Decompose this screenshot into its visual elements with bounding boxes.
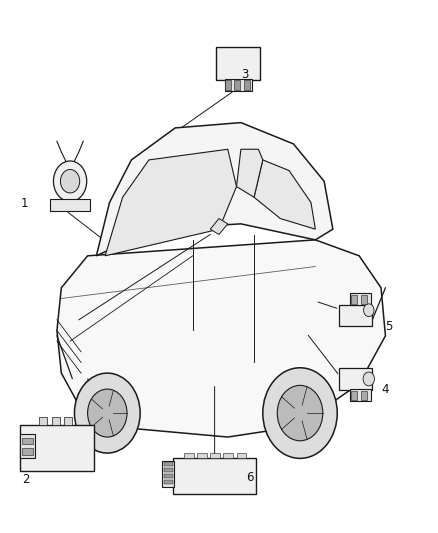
Bar	[162, 461, 174, 487]
Bar	[184, 453, 194, 458]
Bar	[350, 389, 371, 401]
Bar	[164, 474, 173, 478]
Bar	[164, 462, 173, 466]
Bar	[20, 434, 35, 458]
Bar	[50, 199, 90, 211]
Bar	[197, 453, 207, 458]
Circle shape	[88, 389, 127, 437]
Polygon shape	[96, 123, 333, 256]
Bar	[20, 425, 94, 471]
Circle shape	[277, 385, 323, 441]
Bar	[64, 417, 72, 425]
Bar	[210, 453, 220, 458]
Bar	[164, 480, 173, 484]
Circle shape	[363, 372, 374, 386]
Polygon shape	[237, 149, 263, 197]
Circle shape	[74, 373, 140, 453]
Bar	[234, 80, 240, 90]
Bar	[173, 458, 256, 494]
Bar	[351, 295, 357, 304]
Bar	[52, 417, 60, 425]
Bar	[164, 468, 173, 472]
Text: 4: 4	[381, 383, 389, 395]
Circle shape	[60, 169, 80, 193]
Polygon shape	[105, 149, 237, 256]
Polygon shape	[57, 240, 385, 437]
Circle shape	[364, 304, 374, 317]
Bar	[216, 47, 260, 80]
Bar	[351, 391, 357, 400]
Text: 5: 5	[385, 320, 392, 333]
Bar	[22, 438, 33, 444]
Text: 6: 6	[246, 471, 254, 483]
Bar	[350, 293, 371, 305]
Text: 3: 3	[241, 68, 248, 81]
Circle shape	[263, 368, 337, 458]
Bar	[22, 448, 33, 455]
Text: 2: 2	[21, 473, 29, 486]
Circle shape	[53, 161, 87, 201]
Polygon shape	[254, 160, 315, 229]
Bar	[237, 453, 246, 458]
Bar	[225, 79, 252, 91]
Bar	[361, 295, 367, 304]
Bar	[225, 80, 231, 90]
Bar	[361, 391, 367, 400]
Bar	[244, 80, 250, 90]
Bar	[223, 453, 233, 458]
Bar	[339, 305, 372, 326]
Bar	[339, 368, 372, 390]
Bar	[39, 417, 47, 425]
Polygon shape	[210, 219, 228, 235]
Text: 1: 1	[20, 197, 28, 210]
